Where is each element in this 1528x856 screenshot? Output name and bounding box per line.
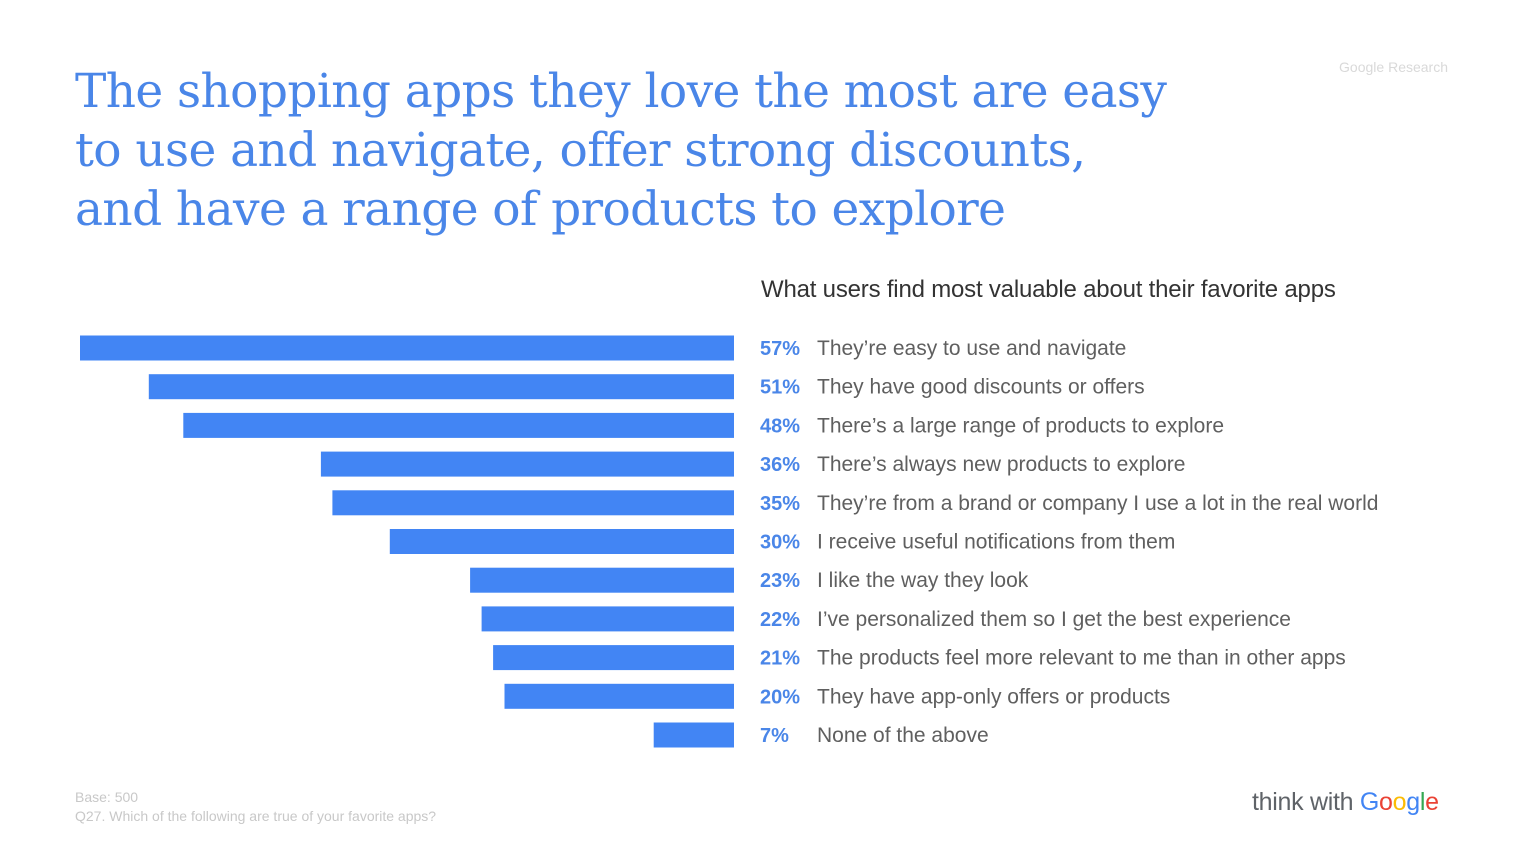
bar-1 <box>80 335 734 361</box>
category-label-2: They have good discounts or offers <box>817 376 1145 399</box>
value-label-10: 20% <box>760 686 800 708</box>
bar-4 <box>320 451 734 477</box>
value-label-9: 21% <box>760 648 800 670</box>
category-label-7: I like the way they look <box>817 569 1029 592</box>
category-label-8: I’ve personalized them so I get the best… <box>817 608 1291 631</box>
category-label-3: There’s a large range of products to exp… <box>817 414 1224 437</box>
bar-8 <box>481 606 734 632</box>
category-label-9: The products feel more relevant to me th… <box>817 647 1346 670</box>
value-label-2: 51% <box>760 377 800 399</box>
value-label-7: 23% <box>760 570 800 592</box>
category-label-4: There’s always new products to explore <box>817 453 1185 476</box>
headline-line-1: The shopping apps they love the most are… <box>75 64 1167 119</box>
bar-9 <box>493 645 734 671</box>
headline-line-2: to use and navigate, offer strong discou… <box>75 123 1086 178</box>
value-label-8: 22% <box>760 609 800 631</box>
bar-3 <box>183 412 735 438</box>
chart-title: What users find most valuable about thei… <box>761 276 1336 303</box>
bar-5 <box>332 490 734 516</box>
value-label-4: 36% <box>760 454 800 476</box>
bar-7 <box>470 567 734 593</box>
value-label-1: 57% <box>760 338 800 360</box>
value-label-6: 30% <box>760 532 800 554</box>
category-label-11: None of the above <box>817 724 989 747</box>
footnote-question: Q27. Which of the following are true of … <box>75 808 437 824</box>
category-label-1: They’re easy to use and navigate <box>817 337 1126 360</box>
value-label-5: 35% <box>760 493 800 515</box>
bar-2 <box>148 374 735 400</box>
headline: The shopping apps they love the most are… <box>75 62 1225 239</box>
category-label-5: They’re from a brand or company I use a … <box>817 492 1378 515</box>
footnote: Base: 500 Q27. Which of the following ar… <box>75 788 436 826</box>
footnote-base: Base: 500 <box>75 789 139 805</box>
think-with-google-logo: think with Google <box>1252 788 1439 816</box>
category-label-6: I receive useful notifications from them <box>817 531 1175 554</box>
bar-11 <box>653 722 734 748</box>
category-label-10: They have app-only offers or products <box>817 685 1170 708</box>
source-tag: Google Research <box>1339 59 1448 75</box>
bar-6 <box>389 529 734 554</box>
value-label-11: 7% <box>760 725 789 747</box>
brand-think-with: think with <box>1252 788 1360 816</box>
bar-10 <box>504 683 734 709</box>
headline-line-3: and have a range of products to explore <box>75 182 1006 237</box>
value-label-3: 48% <box>760 415 800 437</box>
